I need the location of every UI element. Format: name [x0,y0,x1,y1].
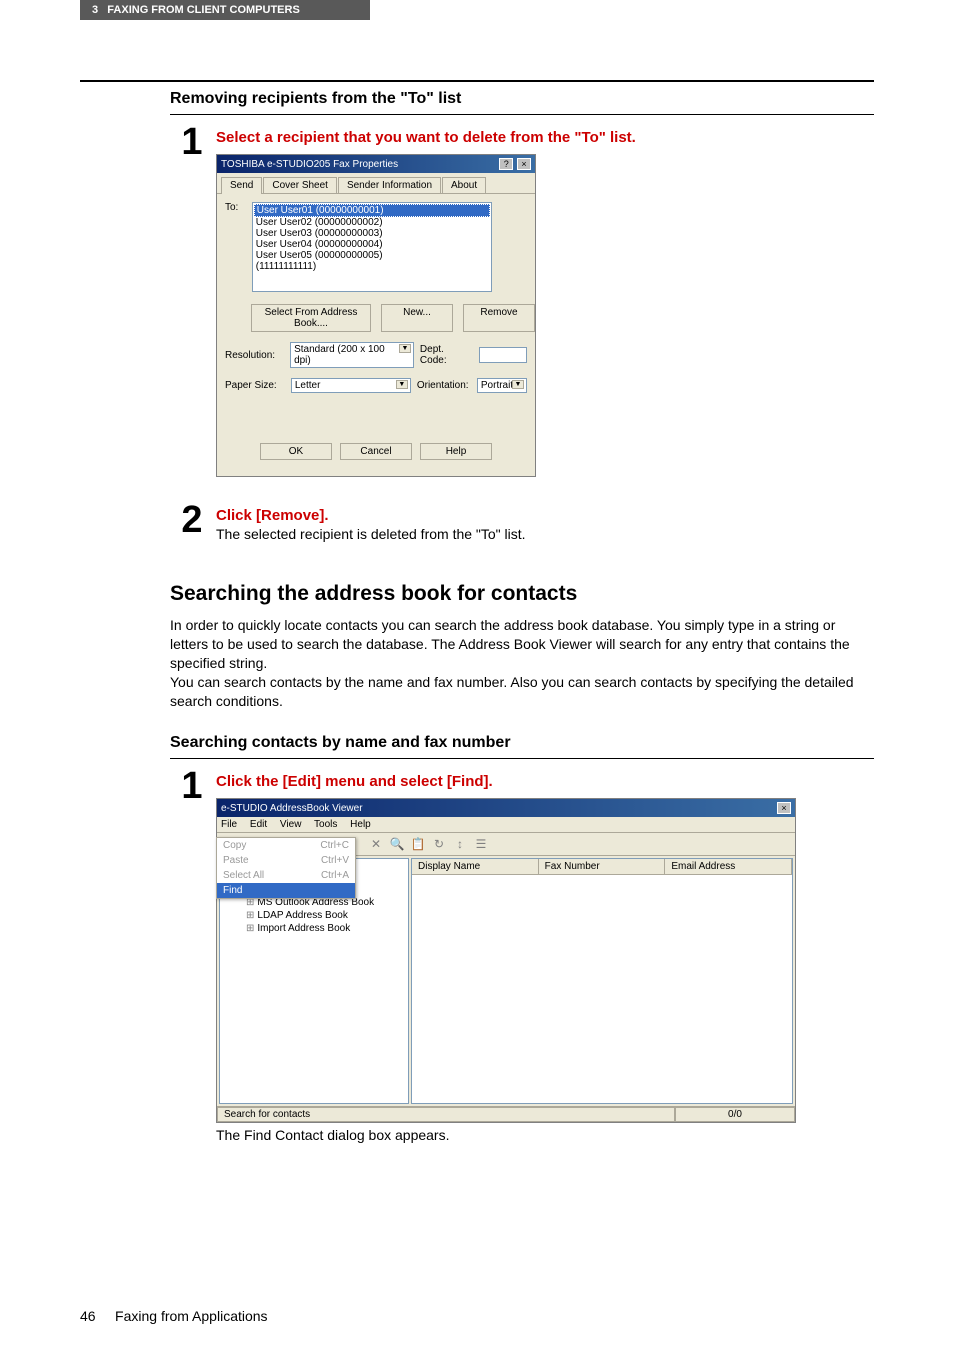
orientation-label: Orientation: [417,380,471,391]
status-left: Search for contacts [217,1107,675,1122]
resolution-select[interactable]: Standard (200 x 100 dpi) [290,342,414,368]
dialog-title: e-STUDIO AddressBook Viewer [221,803,363,814]
menu-item-find[interactable]: Find [217,883,355,898]
step-2: 2 Click [Remove]. The selected recipient… [180,501,874,542]
tab-send[interactable]: Send [221,177,262,194]
menubar: File Edit View Tools Help [217,817,795,833]
delete-icon[interactable]: ✕ [368,836,384,852]
step-1: 1 Select a recipient that you want to de… [180,123,874,477]
titlebar: TOSHIBA e-STUDIO205 Fax Properties ? × [217,155,535,173]
window-controls: ? × [498,158,531,170]
list-item[interactable]: (11111111111) [254,261,490,272]
addressbook-viewer: e-STUDIO AddressBook Viewer × File Edit … [216,798,796,1123]
help-button[interactable]: Help [420,443,492,460]
list-item[interactable]: User User03 (00000000003) [254,228,490,239]
tree-pane[interactable]: CopyCtrl+C PasteCtrl+V Select AllCtrl+A … [219,858,409,1104]
fax-properties-dialog: TOSHIBA e-STUDIO205 Fax Properties ? × S… [216,154,536,477]
body-text: In order to quickly locate contacts you … [170,616,874,673]
refresh-icon[interactable]: ↻ [431,836,447,852]
tab-sender[interactable]: Sender Information [338,177,441,193]
close-icon[interactable]: × [777,802,791,814]
rule [170,114,874,115]
body-text: You can search contacts by the name and … [170,673,874,711]
edit-dropdown-menu: CopyCtrl+C PasteCtrl+V Select AllCtrl+A … [216,837,356,899]
tab-strip: Send Cover Sheet Sender Information Abou… [217,173,535,194]
step-desc: The selected recipient is deleted from t… [216,526,874,542]
titlebar: e-STUDIO AddressBook Viewer × [217,799,795,817]
find-icon[interactable]: 🔍 [389,836,405,852]
list-item[interactable]: User User05 (00000000005) [254,250,490,261]
dialog-title: TOSHIBA e-STUDIO205 Fax Properties [221,159,398,170]
section-title-removing: Removing recipients from the "To" list [170,90,874,108]
step-title: Click the [Edit] menu and select [Find]. [216,773,874,790]
col-faxnumber[interactable]: Fax Number [539,859,666,874]
step-title: Click [Remove]. [216,507,874,524]
tab-about[interactable]: About [442,177,486,193]
orientation-select[interactable]: Portrait [477,378,527,393]
prop-icon[interactable]: 📋 [410,836,426,852]
menu-item-copy[interactable]: CopyCtrl+C [217,838,355,853]
chapter-header: 3 FAXING FROM CLIENT COMPUTERS [80,0,370,20]
to-label: To: [225,202,249,213]
menu-item-selectall[interactable]: Select AllCtrl+A [217,868,355,883]
status-right: 0/0 [675,1107,795,1122]
step-number: 1 [180,123,204,161]
step-title: Select a recipient that you want to dele… [216,129,874,146]
step-1b: 1 Click the [Edit] menu and select [Find… [180,767,874,1143]
dept-input[interactable] [479,347,527,363]
help-icon[interactable]: ? [499,158,513,170]
resolution-label: Resolution: [225,350,284,361]
list-icon[interactable]: ☰ [473,836,489,852]
menu-view[interactable]: View [280,819,302,830]
tree-item[interactable]: Import Address Book [222,922,406,935]
col-displayname[interactable]: Display Name [412,859,539,874]
rule [80,80,874,82]
page-footer: 46 Faxing from Applications [80,1308,268,1324]
close-icon[interactable]: × [517,158,531,170]
list-header: Display Name Fax Number Email Address [412,859,792,875]
ok-button[interactable]: OK [260,443,332,460]
sort-icon[interactable]: ↕ [452,836,468,852]
menu-item-paste[interactable]: PasteCtrl+V [217,853,355,868]
menu-tools[interactable]: Tools [314,819,337,830]
window-controls: × [776,802,791,814]
menu-edit[interactable]: Edit [250,819,267,830]
step-number: 2 [180,501,204,539]
rule [170,758,874,759]
papersize-select[interactable]: Letter [291,378,411,393]
footer-text: Faxing from Applications [115,1308,268,1324]
tab-cover[interactable]: Cover Sheet [263,177,337,193]
section-title-searching: Searching the address book for contacts [170,582,874,606]
subsection-title: Searching contacts by name and fax numbe… [170,734,874,752]
list-item[interactable]: User User01 (00000000001) [254,204,490,217]
page-number: 46 [80,1308,96,1324]
list-item[interactable]: User User04 (00000000004) [254,239,490,250]
menu-file[interactable]: File [221,819,237,830]
cancel-button[interactable]: Cancel [340,443,412,460]
recipient-list[interactable]: User User01 (00000000001) User User02 (0… [252,202,492,292]
remove-button[interactable]: Remove [463,304,535,332]
dept-label: Dept. Code: [420,344,473,366]
chapter-title: FAXING FROM CLIENT COMPUTERS [107,4,300,16]
new-button[interactable]: New... [381,304,453,332]
menu-help[interactable]: Help [350,819,371,830]
list-pane[interactable]: Display Name Fax Number Email Address [411,858,793,1104]
papersize-label: Paper Size: [225,380,285,391]
step-number: 1 [180,767,204,805]
statusbar: Search for contacts 0/0 [217,1106,795,1122]
col-email[interactable]: Email Address [665,859,792,874]
list-item[interactable]: User User02 (00000000002) [254,217,490,228]
select-addressbook-button[interactable]: Select From Address Book.... [251,304,371,332]
chapter-num: 3 [92,4,98,16]
tree-item[interactable]: LDAP Address Book [222,909,406,922]
step-desc: The Find Contact dialog box appears. [216,1127,874,1143]
